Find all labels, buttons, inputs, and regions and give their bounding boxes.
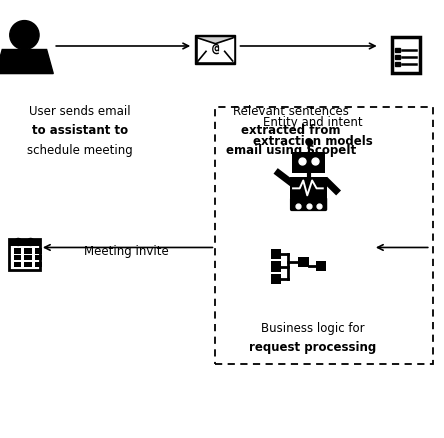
Circle shape [10, 21, 39, 49]
Bar [9, 239, 40, 270]
Bar [35, 248, 42, 254]
Bar [392, 37, 420, 73]
Circle shape [15, 238, 22, 245]
Text: to assistant to: to assistant to [32, 124, 128, 138]
Bar [35, 261, 42, 267]
Text: request processing: request processing [250, 341, 377, 354]
Bar [290, 177, 327, 198]
FancyBboxPatch shape [290, 197, 327, 211]
Bar [215, 107, 433, 364]
Circle shape [27, 238, 34, 245]
Polygon shape [198, 38, 233, 44]
Bar [24, 248, 32, 254]
Bar [35, 255, 42, 261]
Text: schedule meeting: schedule meeting [27, 144, 133, 157]
Bar [9, 239, 40, 246]
Bar [13, 248, 21, 254]
Bar [271, 249, 281, 259]
Polygon shape [195, 35, 235, 64]
Bar [292, 152, 325, 173]
Bar [395, 55, 400, 59]
Polygon shape [198, 38, 233, 61]
Text: email using ScopeIt: email using ScopeIt [226, 144, 356, 157]
Text: Business logic for: Business logic for [261, 322, 365, 335]
Text: Entity and intent: Entity and intent [263, 116, 363, 129]
Bar [13, 255, 21, 261]
Bar [395, 48, 400, 52]
Text: Relevant sentences: Relevant sentences [233, 105, 349, 118]
Bar [271, 274, 281, 284]
Bar [13, 261, 21, 267]
Bar [395, 62, 400, 67]
Bar [298, 257, 309, 267]
Bar [271, 261, 281, 272]
Text: extracted from: extracted from [241, 124, 341, 138]
Text: @: @ [212, 42, 219, 55]
Text: extraction models: extraction models [253, 135, 373, 148]
Bar [24, 255, 32, 261]
Polygon shape [0, 49, 53, 74]
Text: Meeting invite: Meeting invite [84, 245, 169, 258]
Bar [24, 261, 32, 267]
Bar [316, 261, 326, 271]
Text: User sends email: User sends email [29, 105, 131, 118]
